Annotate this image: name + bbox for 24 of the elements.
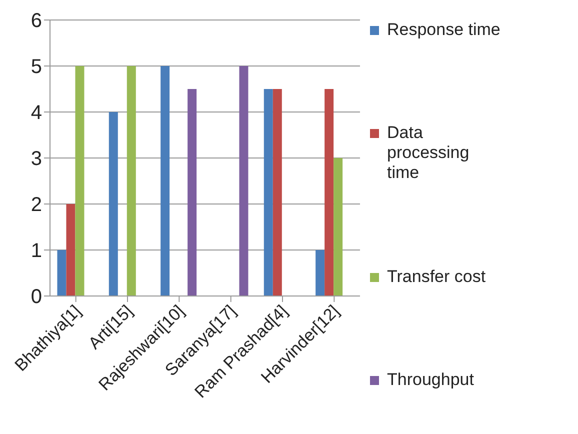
y-tick-label: 6 <box>30 10 42 32</box>
legend-label: Throughput <box>387 370 475 390</box>
y-tick-label: 5 <box>30 56 42 78</box>
bar <box>126 66 136 296</box>
bar <box>334 158 343 296</box>
bar <box>324 89 334 296</box>
bar <box>75 66 84 296</box>
bar <box>57 250 66 296</box>
legend-label: Data processing time <box>387 123 470 184</box>
bar <box>66 204 76 296</box>
legend-label: Transfer cost <box>387 266 487 287</box>
y-tick-label: 1 <box>30 240 42 262</box>
y-tick-label: 4 <box>30 102 42 124</box>
bar <box>316 250 325 296</box>
legend-label: Response time <box>387 20 502 40</box>
y-tick-label: 0 <box>30 286 42 308</box>
bar <box>108 112 118 296</box>
bar <box>264 89 273 296</box>
bar <box>239 66 248 296</box>
bar <box>272 89 282 296</box>
bar <box>188 89 197 296</box>
y-tick-label: 2 <box>30 194 42 216</box>
y-tick-label: 3 <box>30 148 42 170</box>
bar <box>160 66 170 296</box>
